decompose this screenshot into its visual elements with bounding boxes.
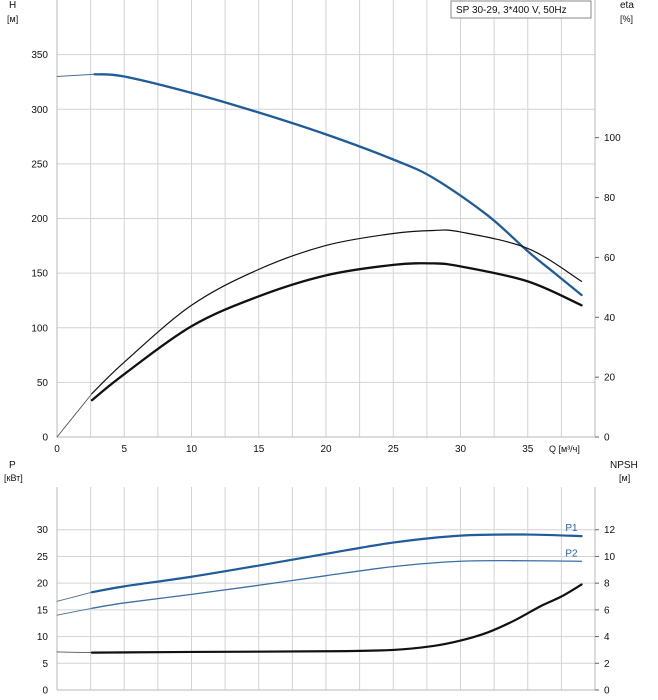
chart1-series-3-curve xyxy=(91,229,583,395)
chart2-series-2-curve xyxy=(56,607,93,616)
chart2-y2tick-label: 10 xyxy=(604,552,616,563)
chart1-ytick-label: 200 xyxy=(31,214,48,225)
chart2-y2label-unit: [м] xyxy=(619,473,630,483)
chart2-y2tick-label: 8 xyxy=(604,579,610,590)
chart2-y2label: NPSH xyxy=(610,460,638,471)
chart1-y2tick-label: 100 xyxy=(604,133,621,144)
chart1-ytick-label: 250 xyxy=(31,159,48,170)
chart1-xtick-label: 0 xyxy=(54,444,60,455)
chart2-y2tick-label: 12 xyxy=(604,525,616,536)
chart1-series-4-curve xyxy=(90,262,583,402)
chart2-series-1-curve xyxy=(90,533,583,594)
chart2-ylabel: P xyxy=(9,460,16,471)
chart1-ytick-label: 300 xyxy=(31,105,48,116)
chart2-series-0-curve xyxy=(56,591,93,602)
chart1-xtick-label: 20 xyxy=(320,444,332,455)
chart2-ylabel-unit: [кВт] xyxy=(4,473,23,483)
chart1-ytick-label: 150 xyxy=(31,269,48,280)
chart1-xtick-label: 10 xyxy=(186,444,198,455)
chart1-ytick-label: 0 xyxy=(42,433,48,444)
chart2-y2tick-label: 2 xyxy=(604,659,610,670)
chart2-ytick-label: 20 xyxy=(37,579,49,590)
chart1-xtick-label: 30 xyxy=(455,444,467,455)
chart2-series-4-curve xyxy=(56,651,93,654)
chart2-ytick-label: 10 xyxy=(37,632,49,643)
chart2-series-label-p2: P2 xyxy=(565,548,578,559)
chart1-series-1-curve xyxy=(93,73,583,297)
chart1-series-2-curve xyxy=(56,393,93,438)
chart1-ylabel: H xyxy=(9,0,16,11)
chart1-y2tick-label: 60 xyxy=(604,253,616,264)
chart2-ytick-label: 15 xyxy=(37,605,49,616)
chart1-xtick-label: 5 xyxy=(121,444,127,455)
chart2-y2tick-label: 6 xyxy=(604,605,610,616)
chart2-ytick-label: 30 xyxy=(37,525,49,536)
chart2-series-3-curve xyxy=(91,559,583,609)
chart1-series-0-curve xyxy=(56,73,96,77)
chart1-xtick-label: 15 xyxy=(253,444,265,455)
chart1-xtick-label: 35 xyxy=(522,444,534,455)
chart1-ytick-label: 50 xyxy=(37,378,49,389)
chart1-y2tick-label: 0 xyxy=(604,433,610,444)
chart1-y2tick-label: 80 xyxy=(604,193,616,204)
chart2-ytick-label: 0 xyxy=(42,686,48,697)
chart2-ytick-label: 5 xyxy=(42,659,48,670)
chart1-ylabel-unit: [м] xyxy=(7,14,18,24)
chart1-xlabel: Q [м³/ч] xyxy=(549,444,580,454)
chart2-series-5-curve xyxy=(90,583,583,654)
chart2-y2tick-label: 4 xyxy=(604,632,610,643)
chart1-ytick-label: 100 xyxy=(31,323,48,334)
chart2-ytick-label: 25 xyxy=(37,552,49,563)
chart1-y2label-unit: [%] xyxy=(620,14,633,24)
legend-box xyxy=(450,0,592,19)
chart1-ytick-label: 350 xyxy=(31,50,48,61)
chart1-xtick-label: 25 xyxy=(388,444,400,455)
chart1-y2tick-label: 40 xyxy=(604,313,616,324)
chart2-y2tick-label: 0 xyxy=(604,686,610,697)
legend-box-label: SP 30-29, 3*400 V, 50Hz xyxy=(456,5,567,16)
chart1-y2label: eta xyxy=(620,0,634,11)
chart2-series-label-p1: P1 xyxy=(565,523,578,534)
chart1-y2tick-label: 20 xyxy=(604,373,616,384)
